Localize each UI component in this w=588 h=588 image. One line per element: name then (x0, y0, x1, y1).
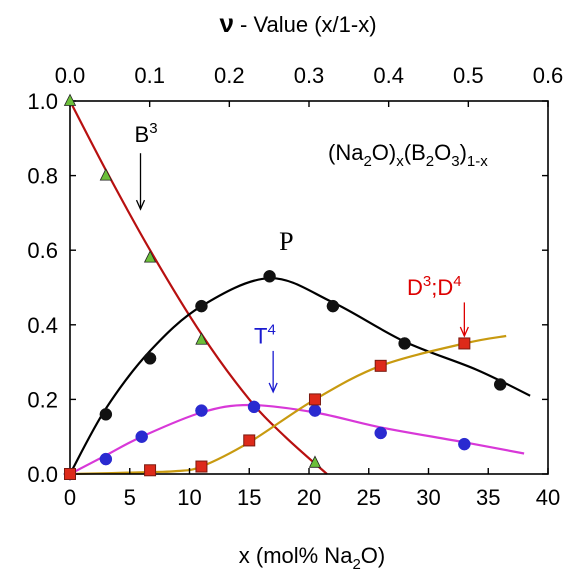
point-p (99, 408, 113, 421)
top-tick-label: 0.1 (134, 63, 165, 88)
label-b3: B3 (135, 120, 158, 147)
point-t (374, 426, 387, 440)
point-p (143, 352, 157, 365)
point-t (195, 404, 208, 417)
point-d (308, 393, 321, 406)
bottom-axis-title: x (mol% Na2O) (239, 543, 385, 573)
bottom-tick-label: 0 (64, 485, 76, 510)
arrow-head-d (459, 326, 469, 338)
bottom-tick-label: 25 (357, 485, 381, 510)
point-d (458, 337, 471, 350)
point-t (247, 400, 261, 414)
bottom-tick-label: 20 (297, 485, 321, 510)
point-p (263, 270, 276, 283)
arrow-head-t (268, 382, 278, 394)
point-t (458, 437, 471, 451)
left-tick-label: 1.0 (27, 89, 58, 114)
bottom-tick-label: 10 (177, 485, 201, 510)
point-b (143, 250, 157, 263)
left-tick-label: 0.8 (27, 164, 58, 189)
point-t (135, 430, 148, 443)
top-tick-label: 0.4 (373, 63, 404, 88)
point-d (195, 460, 208, 473)
top-tick-label: 0.0 (55, 63, 86, 88)
annotations (135, 153, 469, 394)
top-tick-label: 0.3 (294, 63, 325, 88)
point-p (398, 337, 411, 350)
top-tick-label: 0.2 (214, 63, 245, 88)
label-t4: T4 (254, 321, 276, 348)
top-tick-label: 0.5 (453, 63, 484, 88)
point-p (493, 378, 507, 391)
bottom-tick-label: 35 (476, 485, 500, 510)
point-d (243, 434, 256, 447)
point-t (308, 404, 322, 417)
arrow-head-b (135, 199, 146, 211)
label-d3-d4: D3;D4 (407, 273, 462, 300)
bottom-tick-label: 5 (124, 485, 136, 510)
point-b (195, 332, 208, 345)
point-d (144, 464, 157, 477)
point-b (308, 455, 322, 468)
data-markers (63, 93, 507, 481)
point-t (99, 452, 113, 466)
top-tick-label: 0.6 (533, 63, 564, 88)
bottom-tick-label: 30 (416, 485, 440, 510)
top-axis-title: ν - Value (x/1-x) (219, 8, 376, 38)
left-tick-label: 0.4 (27, 313, 58, 338)
left-tick-label: 0.6 (27, 238, 58, 263)
bottom-tick-label: 40 (536, 485, 560, 510)
point-b (63, 93, 77, 106)
point-p (326, 299, 340, 313)
point-b (99, 168, 112, 181)
left-tick-label: 0.2 (27, 387, 58, 412)
composition-formula: (Na2O)x(B2O3)1-x (328, 140, 488, 170)
point-d (374, 359, 387, 372)
label-p: P (279, 227, 293, 256)
point-d (64, 468, 76, 480)
left-tick-label: 0.0 (27, 462, 58, 487)
bottom-tick-label: 15 (237, 485, 261, 510)
point-p (195, 299, 208, 313)
axis-ticks: 0 5 10 15 20 25 30 35 40 0.0 0.1 0.2 0.3 0.4 0.5 0.6 0.0… (27, 63, 563, 510)
